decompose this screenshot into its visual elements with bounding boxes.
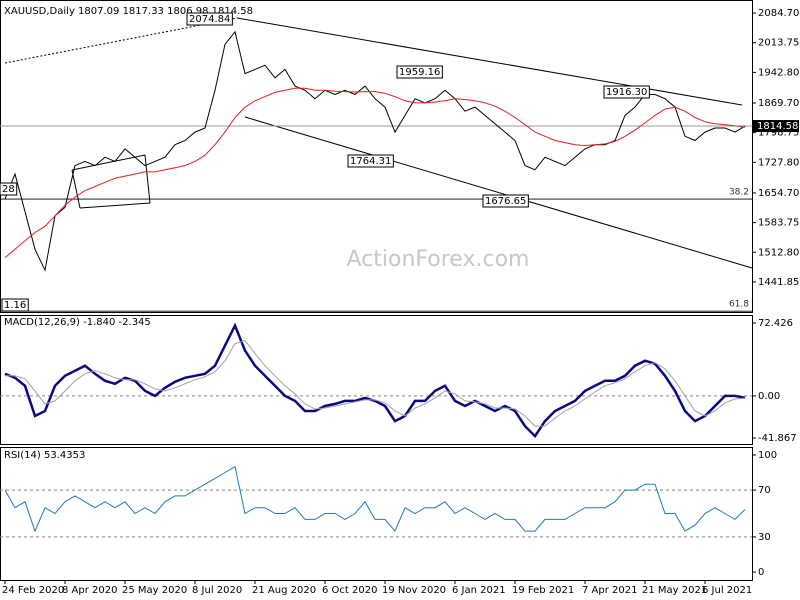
annotation-box xyxy=(347,154,394,168)
x-tick-label: 24 Feb 2020 xyxy=(2,585,64,596)
y-tick-label: -41.867 xyxy=(758,433,797,444)
y-tick-label: 100 xyxy=(758,450,777,461)
y-tick-label: 0 xyxy=(758,567,764,578)
macd-panel-frame xyxy=(0,315,753,445)
x-tick-label: 6 Oct 2020 xyxy=(322,585,377,596)
y-tick-label: 1869.70 xyxy=(758,98,799,109)
y-tick-label: 1583.75 xyxy=(758,218,799,229)
x-tick-label: 21 Aug 2020 xyxy=(252,585,316,596)
series-line xyxy=(4,465,746,533)
annotation-box xyxy=(0,182,18,196)
fib-label: 61.8 xyxy=(729,300,749,310)
y-tick-label: 2084.70 xyxy=(758,8,799,19)
channel-lower xyxy=(244,116,753,269)
y-tick-label: 72.426 xyxy=(758,318,793,329)
y-tick-label: 1727.80 xyxy=(758,157,799,168)
y-tick-label: 30 xyxy=(758,532,771,543)
triangle-lower xyxy=(79,202,151,209)
y-tick-label: 0.00 xyxy=(758,391,780,402)
triangle-side xyxy=(144,154,151,204)
triangle-side xyxy=(71,169,81,209)
annotation-label: 1959.16 xyxy=(399,67,440,78)
x-tick-label: 6 Jul 2021 xyxy=(702,585,752,596)
x-tick-label: 8 Jul 2020 xyxy=(192,585,242,596)
x-tick-label: 19 Feb 2021 xyxy=(512,585,574,596)
y-tick-label: 1798.75 xyxy=(758,128,799,139)
x-tick-label: 7 Apr 2021 xyxy=(582,585,637,596)
panel-title: MACD(12,26,9) -1.840 -2.345 xyxy=(4,317,151,328)
watermark: ActionForex.com xyxy=(347,247,530,272)
last-price-box xyxy=(753,120,799,133)
y-tick-label: 70 xyxy=(758,485,771,496)
series-line xyxy=(4,87,746,258)
series-line xyxy=(4,30,746,272)
y-tick-label: 1942.80 xyxy=(758,67,799,78)
series-line xyxy=(4,322,746,439)
annotation-box xyxy=(603,85,650,99)
annotation-label: 28 xyxy=(2,184,15,195)
rsi-panel-frame xyxy=(0,447,753,581)
panel-title: XAUUSD,Daily 1807.09 1817.33 1806.98 181… xyxy=(4,6,253,17)
annotation-label: 1916.30 xyxy=(606,87,647,98)
triangle-upper xyxy=(71,154,146,171)
y-tick-label: 1441.85 xyxy=(758,277,799,288)
panel-title: RSI(14) 53.4353 xyxy=(4,450,85,461)
annotation-label: 1.16 xyxy=(4,300,26,311)
annotation-label: 2074.84 xyxy=(189,14,230,25)
channel-upper xyxy=(236,17,743,106)
x-tick-label: 25 May 2020 xyxy=(122,585,187,596)
last-price-label: 1814.58 xyxy=(757,121,798,132)
x-tick-label: 19 Nov 2020 xyxy=(382,585,446,596)
series-line xyxy=(5,340,746,427)
annotation-box xyxy=(186,12,233,26)
y-tick-label: 1512.80 xyxy=(758,247,799,258)
fib-label: 38.2 xyxy=(729,188,749,198)
y-tick-label: 2013.75 xyxy=(758,38,799,49)
annotation-label: 1764.31 xyxy=(350,156,391,167)
price-panel-frame xyxy=(0,0,753,313)
x-tick-label: 8 Apr 2020 xyxy=(62,585,117,596)
annotation-box xyxy=(396,65,443,79)
x-tick-label: 6 Jan 2021 xyxy=(452,585,506,596)
y-tick-label: 1654.70 xyxy=(758,188,799,199)
x-tick-label: 21 May 2021 xyxy=(642,585,707,596)
annotation-box xyxy=(1,298,29,312)
annotation-box xyxy=(482,194,529,208)
annotation-label: 1676.65 xyxy=(485,196,526,207)
